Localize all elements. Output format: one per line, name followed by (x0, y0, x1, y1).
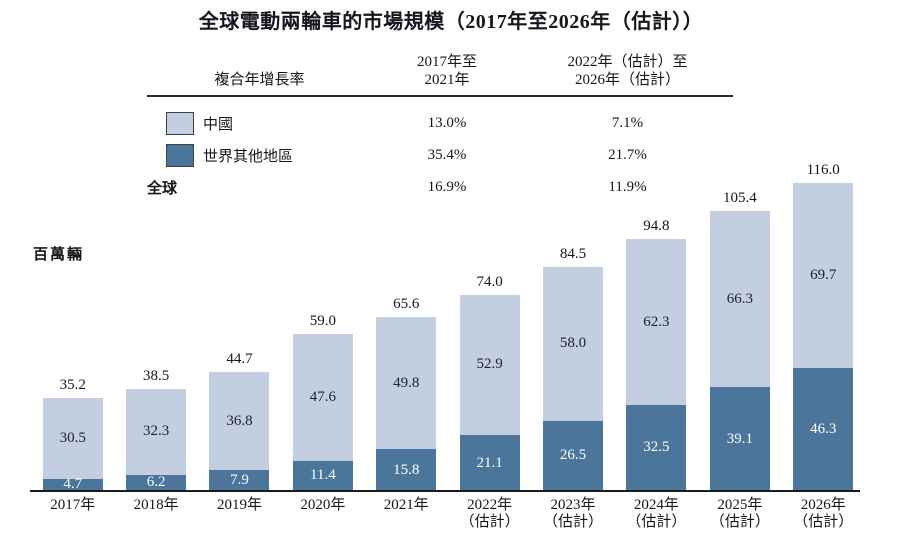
bar-segment-china: 69.7 (793, 183, 854, 369)
cagr-header-label: 複合年增長率 (214, 72, 305, 88)
cagr-value-period1: 16.9% (427, 178, 467, 195)
x-axis-label-year: 2022年 (467, 497, 513, 513)
bar-segment-rest-of-world: 39.1 (709, 387, 770, 491)
stacked-bar-chart: 35.2 30.5 4.7 38.5 32.3 6.2 44.7 36.8 7.9 59.0 47.… (31, 0, 865, 491)
cagr-value-period2: 21.7% (608, 146, 647, 163)
x-axis-label-2017年: 2017年 (31, 497, 114, 531)
x-axis-label-2026年: 2026年 （估計） (782, 497, 865, 531)
bar-segment-china: 58.0 (543, 266, 604, 421)
legend-label-0: 中國 (147, 111, 372, 135)
bar-column-2024年: 94.8 62.3 32.5 (615, 219, 698, 491)
x-axis-label-2022年: 2022年 （估計） (448, 497, 531, 531)
bar-segment-china: 32.3 (126, 388, 187, 475)
x-axis-label-estimate: （估計） (709, 514, 770, 530)
bar-column-2023年: 84.5 58.0 26.5 (531, 245, 614, 491)
bar-total-label: 74.0 (476, 273, 503, 290)
x-axis-line (30, 490, 860, 492)
page-title: 全球電動兩輪車的市場規模（2017年至2026年（估計）） (198, 11, 704, 33)
bar-total-label: 38.5 (142, 367, 170, 384)
x-axis-label-estimate: （估計） (793, 514, 854, 530)
cagr-value-period2: 11.9% (608, 178, 647, 195)
bar-segment-rest-of-world: 15.8 (376, 449, 437, 491)
cagr-table-header: 複合年增長率 2017年至 2021年 2022年（估計）至 2026年（估計） (147, 48, 733, 97)
bar-total-label: 105.4 (722, 190, 757, 207)
bar-total-label: 65.6 (393, 295, 420, 312)
cagr-row-1: 世界其他地區 35.4% 21.7% (147, 143, 733, 167)
x-axis-label-2020年: 2020年 (281, 497, 364, 531)
bar-total-label: 116.0 (806, 162, 840, 179)
x-axis-label-2021年: 2021年 (365, 497, 448, 531)
bar-column-2018年: 38.5 32.3 6.2 (114, 367, 197, 491)
bar-total-label: 94.8 (643, 218, 670, 235)
bar-total-label: 35.2 (59, 376, 86, 393)
bar-segment-rest-of-world: 21.1 (459, 435, 520, 491)
bar-segment-rest-of-world: 46.3 (793, 368, 854, 491)
bar-total-label: 59.0 (309, 313, 336, 330)
x-axis-label-year: 2023年 (550, 497, 596, 513)
bar-segment-rest-of-world: 26.5 (543, 420, 604, 491)
legend-text: 中國 (203, 116, 234, 133)
cagr-row-2: 全球 16.9% 11.9% (147, 175, 733, 199)
bar-column-2019年: 44.7 36.8 7.9 (198, 352, 281, 491)
x-axis-label-year: 2020年 (300, 497, 346, 513)
bar-segment-rest-of-world: 11.4 (292, 460, 353, 491)
x-axis-label-estimate: （估計） (459, 514, 520, 530)
bar-column-2021年: 65.6 49.8 15.8 (365, 295, 448, 491)
cagr-header-period1: 2017年至 2021年 (416, 54, 477, 88)
bar-segment-china: 47.6 (292, 334, 353, 461)
unit-label: 百萬輛 (33, 247, 85, 263)
x-axis-label-2025年: 2025年 （估計） (698, 497, 781, 531)
cagr-value-period2: 7.1% (611, 114, 644, 131)
bar-segment-china: 66.3 (709, 211, 770, 388)
cagr-table-rows: 中國 13.0% 7.1% 世界其他地區 35.4% 21.7% 全球 16.9% 11.9% (147, 97, 733, 199)
bar-segment-rest-of-world: 32.5 (626, 404, 687, 491)
cagr-table: 複合年增長率 2017年至 2021年 2022年（估計）至 2026年（估計）… (147, 48, 733, 199)
x-axis-label-year: 2018年 (133, 497, 179, 513)
legend-swatch-rest-of-world (166, 143, 194, 167)
bar-column-2026年: 116.0 69.7 46.3 (782, 163, 865, 491)
x-axis-label-year: 2025年 (717, 497, 763, 513)
bar-segment-rest-of-world: 4.7 (42, 477, 103, 491)
x-axis-label-estimate: （估計） (626, 514, 687, 530)
cagr-header-period2: 2022年（估計）至 2026年（估計） (567, 54, 688, 88)
bar-column-2020年: 59.0 47.6 11.4 (281, 314, 364, 491)
bar-segment-china: 49.8 (376, 316, 437, 450)
cagr-row-0: 中國 13.0% 7.1% (147, 111, 733, 135)
x-axis-label-year: 2019年 (216, 497, 262, 513)
x-axis-label-2024年: 2024年 （估計） (615, 497, 698, 531)
bar-column-2025年: 105.4 66.3 39.1 (698, 191, 781, 491)
bar-segment-china: 30.5 (42, 397, 103, 479)
legend-label-1: 世界其他地區 (147, 143, 372, 167)
bar-segment-rest-of-world: 6.2 (126, 474, 187, 491)
bar-column-2022年: 74.0 52.9 21.1 (448, 273, 531, 491)
legend-text: 世界其他地區 (203, 148, 294, 165)
x-axis-label-year: 2021年 (383, 497, 429, 513)
legend-swatch-china (166, 111, 194, 135)
cagr-value-period1: 35.4% (427, 146, 467, 163)
bar-total-label: 44.7 (226, 351, 253, 368)
bar-column-2017年: 35.2 30.5 4.7 (31, 376, 114, 491)
x-axis-label-2018年: 2018年 (114, 497, 197, 531)
x-axis-label-2023年: 2023年 （估計） (531, 497, 614, 531)
legend-text: 全球 (147, 180, 178, 197)
cagr-value-period1: 13.0% (427, 114, 467, 131)
x-axis-label-year: 2026年 (800, 497, 846, 513)
bar-total-label: 84.5 (559, 245, 587, 262)
bar-segment-china: 36.8 (209, 372, 270, 470)
x-axis-label-2019年: 2019年 (198, 497, 281, 531)
x-axis-labels: 2017年 2018年 2019年 2020年 2021年 2022年 （估計） 2023年（… (31, 497, 865, 531)
bar-segment-rest-of-world: 7.9 (209, 470, 270, 491)
x-axis-label-year: 2017年 (50, 497, 96, 513)
legend-label-2: 全球 (147, 177, 372, 198)
bar-segment-china: 52.9 (459, 294, 520, 435)
bar-segment-china: 62.3 (626, 239, 687, 405)
x-axis-label-year: 2024年 (633, 497, 679, 513)
x-axis-label-estimate: （估計） (543, 514, 604, 530)
